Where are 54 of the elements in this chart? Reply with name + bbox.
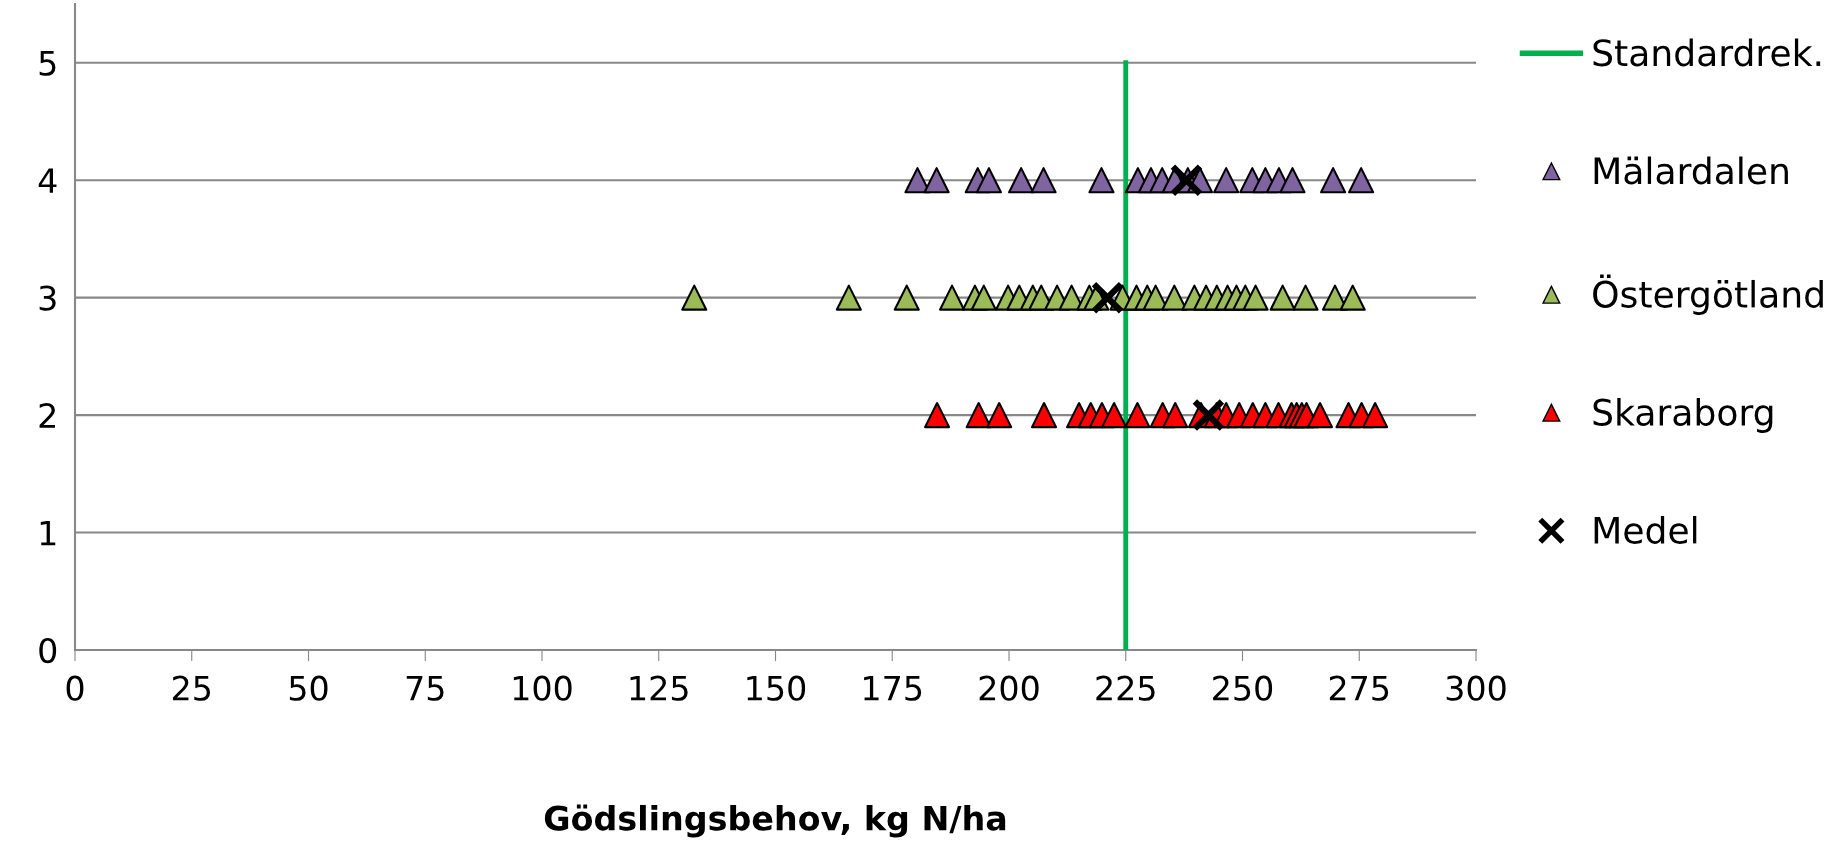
point (1320, 167, 1347, 194)
x-tick-label: 300 (1446, 675, 1506, 701)
point (938, 284, 966, 311)
x-tick-label: 125 (630, 675, 688, 701)
x-tick-label: 225 (1096, 675, 1155, 701)
point (1008, 167, 1035, 194)
x-tick-label: 75 (406, 676, 444, 701)
x-tick-label: 100 (513, 675, 572, 701)
legend-label: Medel (1594, 515, 1697, 544)
point (1191, 398, 1226, 432)
point (1348, 167, 1375, 194)
point (1162, 402, 1189, 429)
point (1213, 167, 1240, 194)
legend-label: Östergötland (1593, 274, 1823, 315)
point (893, 284, 920, 311)
point (681, 284, 708, 311)
x-tick-label: 150 (747, 675, 806, 701)
point (1292, 284, 1319, 311)
point (965, 402, 992, 429)
point (1030, 402, 1058, 429)
point (835, 284, 862, 311)
point (970, 284, 997, 311)
point (1030, 167, 1057, 194)
point (1339, 284, 1366, 311)
point (1279, 167, 1306, 194)
point (975, 167, 1002, 194)
point (1306, 402, 1334, 429)
point (1088, 167, 1115, 194)
x-tick-label: 175 (864, 676, 922, 701)
point (986, 402, 1013, 429)
x-tick-label: 50 (289, 675, 328, 701)
point (1362, 402, 1389, 429)
x-tick-label: 275 (1329, 675, 1389, 701)
point (924, 402, 951, 429)
y-tick-label: 2 (39, 403, 55, 428)
x-tick-label: 250 (1213, 675, 1273, 701)
x-tick-label: 0 (66, 675, 84, 701)
point (1242, 284, 1269, 311)
point (1269, 284, 1296, 311)
legend-label: Mälardalen (1594, 156, 1788, 185)
x-axis-title: Gödslingsbehov, kg N/ha (544, 804, 1006, 838)
y-tick-label: 5 (39, 51, 56, 76)
y-tick-label: 4 (38, 168, 57, 193)
point (1101, 402, 1128, 429)
y-tick-label: 3 (39, 285, 56, 311)
point (1090, 280, 1125, 315)
point (923, 167, 950, 194)
legend-label: Skaraborg (1593, 397, 1773, 433)
y-tick-label: 1 (40, 520, 56, 546)
x-tick-label: 25 (172, 675, 211, 701)
legend-label: Standardrek. (1593, 38, 1821, 67)
y-tick-label: 0 (39, 637, 57, 664)
x-tick-label: 200 (979, 675, 1039, 701)
point (1124, 402, 1151, 429)
